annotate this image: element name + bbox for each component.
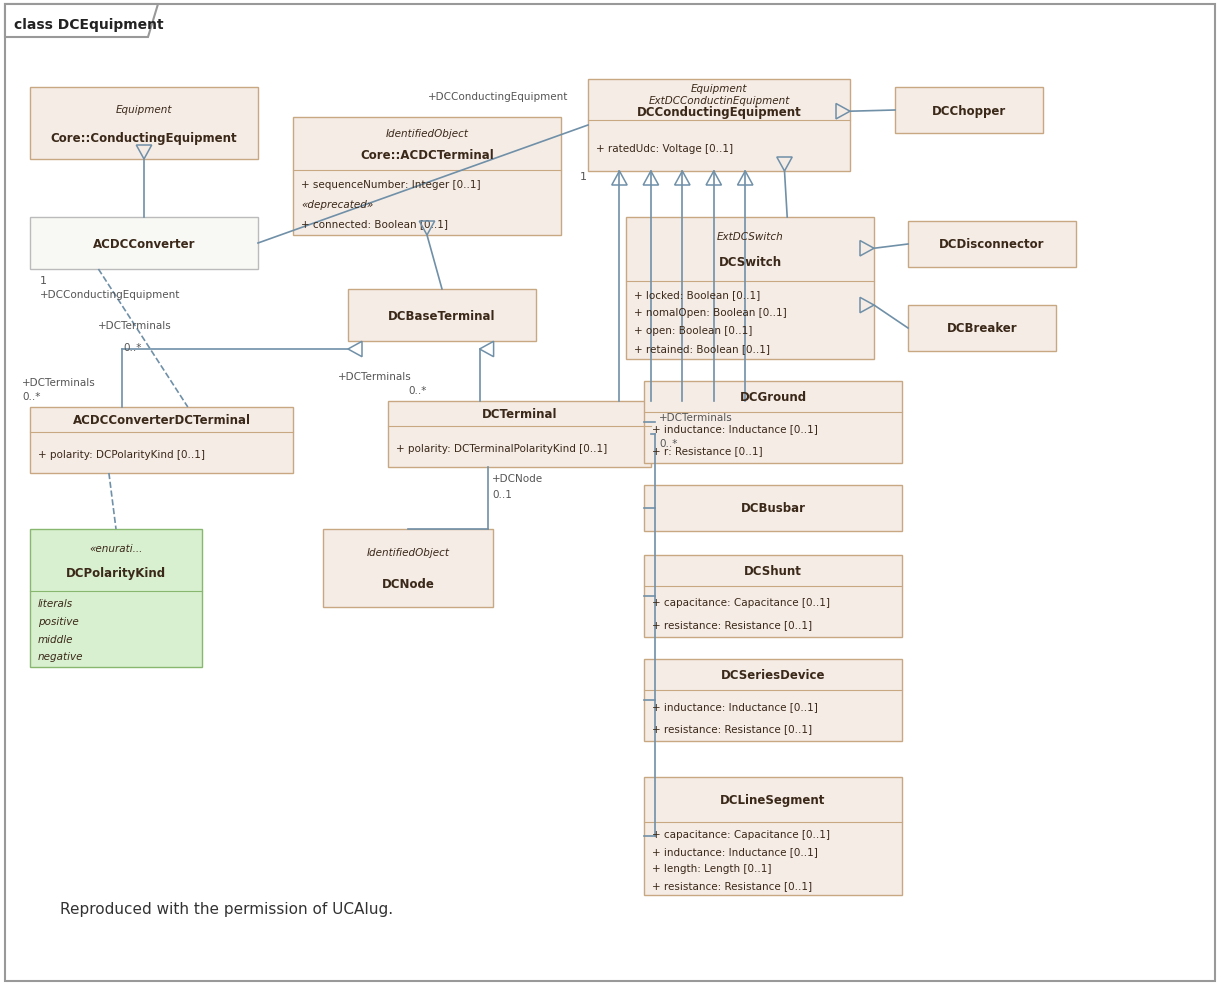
Text: IdentifiedObject: IdentifiedObject — [386, 129, 468, 139]
Text: +DCNode: +DCNode — [492, 473, 543, 483]
Text: + ratedUdc: Voltage [0..1]: + ratedUdc: Voltage [0..1] — [597, 144, 733, 154]
Text: +DCTerminals: +DCTerminals — [98, 320, 172, 330]
Text: + locked: Boolean [0..1]: + locked: Boolean [0..1] — [634, 289, 760, 300]
Text: ACDCConverterDCTerminal: ACDCConverterDCTerminal — [72, 413, 250, 427]
Text: DCSeriesDevice: DCSeriesDevice — [721, 669, 825, 681]
Text: DCBusbar: DCBusbar — [741, 502, 805, 515]
Text: Core::ACDCTerminal: Core::ACDCTerminal — [360, 149, 494, 162]
FancyBboxPatch shape — [644, 555, 902, 637]
Text: DCShunt: DCShunt — [744, 565, 802, 578]
Text: ACDCConverter: ACDCConverter — [93, 238, 195, 250]
FancyBboxPatch shape — [644, 777, 902, 895]
Text: + capacitance: Capacitance [0..1]: + capacitance: Capacitance [0..1] — [651, 598, 830, 607]
FancyBboxPatch shape — [588, 80, 850, 172]
Text: DCChopper: DCChopper — [932, 105, 1006, 117]
Text: Core::ConductingEquipment: Core::ConductingEquipment — [51, 132, 238, 145]
FancyBboxPatch shape — [323, 529, 493, 607]
Text: + retained: Boolean [0..1]: + retained: Boolean [0..1] — [634, 344, 770, 354]
Polygon shape — [5, 5, 159, 38]
FancyBboxPatch shape — [908, 222, 1076, 268]
Text: DCBaseTerminal: DCBaseTerminal — [388, 310, 495, 322]
Text: + inductance: Inductance [0..1]: + inductance: Inductance [0..1] — [651, 701, 817, 711]
Text: + nomalOpen: Boolean [0..1]: + nomalOpen: Boolean [0..1] — [634, 308, 787, 317]
Text: 0..*: 0..* — [659, 439, 677, 449]
Text: + r: Resistance [0..1]: + r: Resistance [0..1] — [651, 446, 762, 456]
Text: middle: middle — [38, 634, 73, 644]
Text: 1: 1 — [580, 172, 587, 181]
Text: + resistance: Resistance [0..1]: + resistance: Resistance [0..1] — [651, 880, 813, 890]
FancyBboxPatch shape — [30, 407, 293, 473]
Text: literals: literals — [38, 599, 73, 608]
Text: DCPolarityKind: DCPolarityKind — [66, 566, 166, 580]
FancyBboxPatch shape — [30, 88, 257, 160]
FancyBboxPatch shape — [644, 660, 902, 741]
Text: DCConductingEquipment: DCConductingEquipment — [637, 106, 802, 119]
Text: +DCTerminals: +DCTerminals — [659, 412, 733, 423]
FancyBboxPatch shape — [644, 382, 902, 463]
Text: 1: 1 — [40, 276, 48, 286]
Text: DCNode: DCNode — [382, 578, 434, 591]
FancyBboxPatch shape — [30, 529, 203, 668]
FancyBboxPatch shape — [895, 88, 1043, 134]
FancyBboxPatch shape — [5, 5, 1215, 981]
Text: Reproduced with the permission of UCAIug.: Reproduced with the permission of UCAIug… — [60, 901, 393, 916]
Text: + polarity: DCPolarityKind [0..1]: + polarity: DCPolarityKind [0..1] — [38, 450, 205, 459]
Text: + resistance: Resistance [0..1]: + resistance: Resistance [0..1] — [651, 723, 813, 733]
Text: 0..1: 0..1 — [492, 489, 512, 500]
Text: DCDisconnector: DCDisconnector — [939, 239, 1044, 251]
FancyBboxPatch shape — [30, 218, 257, 270]
Text: + inductance: Inductance [0..1]: + inductance: Inductance [0..1] — [651, 423, 817, 433]
Text: + polarity: DCTerminalPolarityKind [0..1]: + polarity: DCTerminalPolarityKind [0..1… — [396, 444, 608, 454]
Text: ExtDCConductinEquipment: ExtDCConductinEquipment — [648, 96, 789, 106]
FancyBboxPatch shape — [293, 118, 561, 236]
Text: negative: negative — [38, 652, 83, 662]
Text: positive: positive — [38, 616, 79, 626]
FancyBboxPatch shape — [644, 485, 902, 531]
Text: + resistance: Resistance [0..1]: + resistance: Resistance [0..1] — [651, 619, 813, 629]
Text: + open: Boolean [0..1]: + open: Boolean [0..1] — [634, 325, 753, 335]
Text: IdentifiedObject: IdentifiedObject — [366, 548, 449, 558]
FancyBboxPatch shape — [908, 306, 1057, 352]
Text: DCBreaker: DCBreaker — [947, 322, 1017, 335]
FancyBboxPatch shape — [348, 290, 536, 342]
Text: ExtDCSwitch: ExtDCSwitch — [716, 232, 783, 242]
Text: 0..*: 0..* — [407, 386, 426, 395]
Text: + capacitance: Capacitance [0..1]: + capacitance: Capacitance [0..1] — [651, 829, 830, 839]
Text: class DCEquipment: class DCEquipment — [13, 18, 163, 32]
Text: 0..*: 0..* — [22, 391, 40, 401]
FancyBboxPatch shape — [626, 218, 874, 360]
Text: + sequenceNumber: Integer [0..1]: + sequenceNumber: Integer [0..1] — [301, 179, 481, 189]
Text: Equipment: Equipment — [116, 105, 172, 114]
Text: +DCTerminals: +DCTerminals — [22, 378, 95, 387]
Text: Equipment: Equipment — [691, 84, 747, 94]
Text: 0..*: 0..* — [123, 343, 142, 353]
Text: +DCTerminals: +DCTerminals — [338, 372, 412, 382]
Text: «enurati...: «enurati... — [89, 543, 143, 553]
Text: DCSwitch: DCSwitch — [719, 256, 782, 269]
Text: + inductance: Inductance [0..1]: + inductance: Inductance [0..1] — [651, 846, 817, 856]
Text: + connected: Boolean [0..1]: + connected: Boolean [0..1] — [301, 219, 448, 229]
Text: +DCConductingEquipment: +DCConductingEquipment — [428, 92, 569, 102]
Text: +DCConductingEquipment: +DCConductingEquipment — [40, 290, 181, 300]
FancyBboxPatch shape — [388, 401, 651, 467]
Text: DCLineSegment: DCLineSegment — [720, 793, 826, 807]
Text: «deprecated»: «deprecated» — [301, 199, 373, 209]
Text: + length: Length [0..1]: + length: Length [0..1] — [651, 863, 771, 873]
Text: DCGround: DCGround — [739, 390, 806, 403]
Text: DCTerminal: DCTerminal — [482, 407, 558, 421]
